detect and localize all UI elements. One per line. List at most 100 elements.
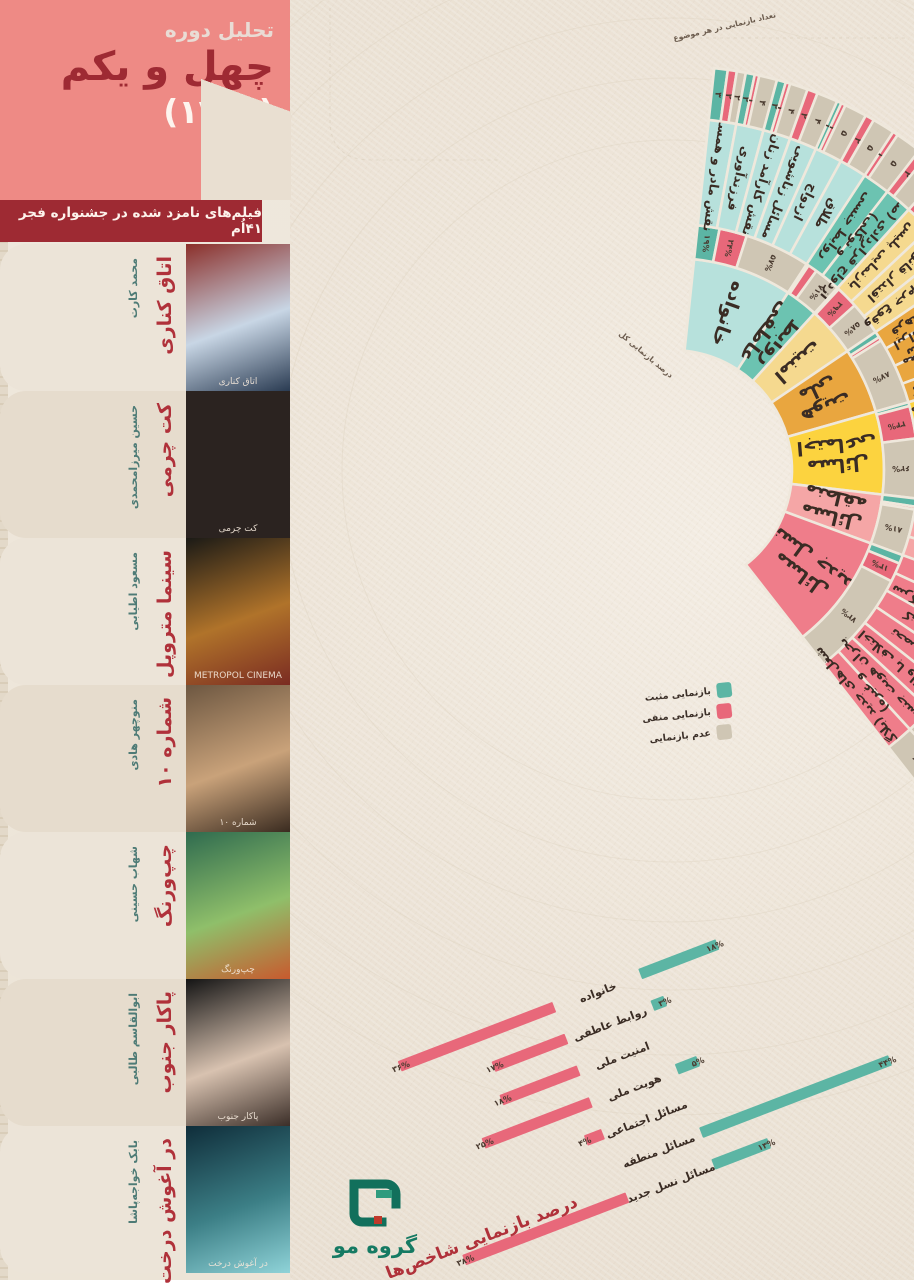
film-row[interactable]: METROPOL CINEMA سینما متروپل مسعود اطیابی [0, 538, 290, 685]
bar-negative-value: ۲۵% [474, 1136, 495, 1152]
film-meta: شماره ۱۰ منوچهر هادی [0, 685, 186, 832]
count-label: ۲ [768, 102, 779, 110]
count-label: ۲ [797, 111, 808, 120]
macro-category-label: مسائلاجتماعی [796, 431, 879, 479]
share-percent-label: ۱۹% [700, 234, 712, 253]
bar-positive[interactable] [650, 996, 667, 1011]
film-title: پاکار جنوب [154, 991, 176, 1094]
film-meta: کت چرمی حسین میرزامحمدی [0, 391, 186, 538]
bar-negative-value: ۱۸% [492, 1092, 513, 1108]
share-percent-label: ۶۲% [892, 464, 910, 473]
count-label: ۱ [822, 121, 833, 130]
film-meta: در آغوش درخت بابک خواجه‌پاشا [0, 1126, 186, 1284]
film-title: در آغوش درخت [154, 1138, 176, 1284]
film-director: مسعود اطیابی [127, 552, 140, 631]
film-title: چپ‌ورنگ [154, 844, 176, 928]
film-meta: پاکار جنوب ابوالقاسم طالبی [0, 979, 186, 1126]
bar-positive[interactable] [638, 939, 720, 979]
bar-negative-value: ۴% [577, 1135, 593, 1149]
legend-label: بازنمایی منفی [641, 706, 712, 726]
bar-category-label: مسائل منطقه [621, 1131, 697, 1171]
count-label: ۱ [875, 150, 886, 160]
brand-name: گروه مو [332, 1234, 418, 1258]
bar-negative[interactable] [491, 1033, 569, 1072]
poster-caption: اتاق کناری [218, 377, 258, 387]
film-row[interactable]: پاکار جنوب پاکار جنوب ابوالقاسم طالبی [0, 979, 290, 1126]
film-director: محمد کارت [127, 258, 140, 319]
film-poster[interactable]: پاکار جنوب [186, 979, 290, 1126]
film-list: اتاق کناری اتاق کناری محمد کارت کت چرمی کت چ… [0, 244, 290, 1284]
bar-negative[interactable] [499, 1065, 581, 1106]
bar-category-label: هویت ملی [606, 1071, 663, 1103]
bar-negative[interactable] [584, 1129, 605, 1146]
bar-category-label: مسائل نسل جدید [625, 1160, 717, 1206]
bar-negative-value: ۱۷% [484, 1059, 505, 1075]
count-label: ۵ [838, 128, 850, 138]
count-label: ۲ [723, 93, 734, 100]
poster-caption: METROPOL CINEMA [194, 671, 282, 681]
count-label: ۴ [756, 99, 767, 107]
sunburst-segment[interactable] [886, 727, 914, 788]
film-director: حسین میرزامحمدی [127, 405, 140, 510]
film-meta: اتاق کناری محمد کارت [0, 244, 186, 391]
bar-negative[interactable] [481, 1097, 593, 1149]
film-director: ابوالقاسم طالبی [127, 993, 140, 1086]
film-poster[interactable]: شماره ۱۰ [186, 685, 290, 832]
film-title: کت چرمی [154, 403, 176, 498]
count-label: ۱ [746, 97, 757, 104]
count-label: ۲ [851, 135, 863, 145]
film-row[interactable]: در آغوش درخت در آغوش درخت بابک خواجه‌پاشا [0, 1126, 290, 1284]
bar-category-label: روابط عاطفی [571, 1004, 648, 1044]
bar-positive[interactable] [699, 1055, 892, 1138]
legend-swatch [715, 681, 733, 699]
header-subtitle: فیلم‌های نامزد شده در جشنواره فجر ۴۱اُم [18, 205, 262, 237]
film-row[interactable]: شماره ۱۰ شماره ۱۰ منوچهر هادی [0, 685, 290, 832]
poster-caption: پاکار جنوب [217, 1112, 259, 1122]
share-percent-label: ۳۴% [887, 419, 906, 431]
bar-positive[interactable] [711, 1138, 771, 1170]
poster-caption: شماره ۱۰ [219, 818, 257, 828]
count-label: ۱ [774, 104, 785, 112]
sunburst-segment[interactable] [906, 171, 914, 219]
bar-positive-value: ۵% [690, 1055, 706, 1069]
legend-swatch [715, 723, 733, 741]
bar-category-label: مسائل اجتماعی [604, 1098, 689, 1141]
bar-positive-value: ۱۳% [756, 1137, 777, 1153]
count-label: ۴ [784, 107, 795, 116]
header-eyebrow: تحلیل دوره [164, 18, 274, 42]
film-poster[interactable]: در آغوش درخت [186, 1126, 290, 1273]
brand-logo: گروه مو [300, 1174, 450, 1258]
film-row[interactable]: کت چرمی کت چرمی حسین میرزامحمدی [0, 391, 290, 538]
bar-negative[interactable] [462, 1192, 630, 1265]
bar-negative-value: ۳۶% [391, 1059, 412, 1075]
bar-category-label: امنیت ملی [593, 1040, 651, 1073]
legend-label: عدم بازنمایی [649, 727, 712, 746]
film-poster[interactable]: اتاق کناری [186, 244, 290, 391]
film-row[interactable]: اتاق کناری اتاق کناری محمد کارت [0, 244, 290, 391]
count-label: ۲ [731, 94, 742, 102]
film-poster[interactable]: کت چرمی [186, 391, 290, 538]
poster-caption: در آغوش درخت [208, 1259, 268, 1269]
film-meta: چپ‌ورنگ شهاب حسینی [0, 832, 186, 979]
film-director: بابک خواجه‌پاشا [127, 1140, 140, 1224]
film-poster[interactable]: چپ‌ورنگ [186, 832, 290, 979]
sunburst-chart: خانواده ۱۹% ۲۴% ۵۷% نقش مادر و همسر ۳ ۲ ۲ فرزندآ… [250, 0, 914, 1020]
header-year: (۱۴۰۱) [163, 92, 274, 131]
bar-positive[interactable] [675, 1056, 700, 1075]
bar-positive-value: ۴۴% [877, 1054, 898, 1070]
count-label: ۲ [739, 95, 750, 103]
legend: بازنمایی مثبت بازنمایی منفی عدم بازنمایی [612, 681, 733, 751]
count-label: ۱ [826, 123, 837, 132]
film-row[interactable]: چپ‌ورنگ چپ‌ورنگ شهاب حسینی [0, 832, 290, 979]
film-poster[interactable]: METROPOL CINEMA [186, 538, 290, 685]
header-banner: تحلیل دوره چهل و یکم (۱۴۰۱) [0, 0, 291, 200]
left-rail: تحلیل دوره چهل و یکم (۱۴۰۱) فیلم‌های نام… [0, 0, 291, 1284]
film-title: سینما متروپل [154, 550, 176, 678]
bar-negative[interactable] [397, 1002, 557, 1072]
film-director: منوچهر هادی [127, 699, 140, 771]
film-meta: سینما متروپل مسعود اطیابی [0, 538, 186, 685]
count-label: ۵ [887, 158, 899, 169]
count-label: ۴ [811, 116, 823, 125]
header-subtitle-bar: فیلم‌های نامزد شده در جشنواره فجر ۴۱اُم [0, 200, 262, 242]
